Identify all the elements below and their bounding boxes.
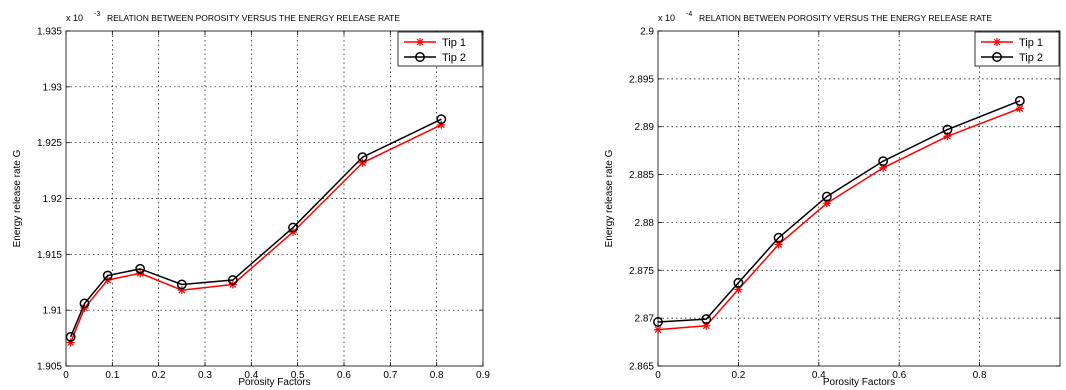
legend-box: [974, 31, 1060, 67]
data-point-circle: [288, 222, 298, 233]
data-point-circle: [357, 152, 368, 163]
legend-label: Tip 2: [1019, 52, 1043, 64]
x-axis-label: Porosity Factors: [823, 377, 895, 388]
x-tick-label: 0.5: [291, 370, 305, 381]
x-tick-label: 0: [63, 370, 69, 381]
chart-2: 0 0.2 0.4 0.6 0.8 2.865 2.87 2.875 2.88 2.885 2.89…: [604, 11, 1061, 388]
x-tick-label: 0.8: [973, 370, 987, 381]
x-tick-label: 0.2: [731, 370, 745, 381]
data-point-asterisk: [654, 325, 662, 334]
series-line-tip-1: [657, 107, 1021, 331]
y-tick-label: 1.93: [43, 82, 63, 93]
legend: Tip 1 Tip 2: [397, 31, 483, 67]
legend-marker-circle: [415, 52, 425, 62]
x-tick-label: 0.4: [244, 370, 258, 381]
x-tick-label: 0.3: [198, 370, 212, 381]
y-tick-label: 2.88: [635, 218, 655, 229]
data-point-asterisk: [358, 158, 367, 167]
y-tick-label: 2.89: [635, 122, 655, 133]
series-line-tip-2: [657, 100, 1021, 323]
data-point-asterisk: [1015, 104, 1024, 113]
data-point-circle: [878, 156, 889, 167]
data-point-asterisk: [437, 120, 446, 129]
legend-marker-circle: [992, 52, 1002, 62]
chart-title: RELATION BETWEEN POROSITY VERSUS THE ENE…: [699, 13, 992, 23]
y-exponent-label: x 10: [658, 13, 675, 23]
legend-marker-asterisk: [416, 38, 424, 46]
data-point-circle: [227, 275, 238, 285]
y-tick-label: 1.905: [37, 362, 62, 373]
x-tick-label: 0.2: [152, 370, 166, 381]
data-point-asterisk: [702, 321, 711, 330]
legend-marker-asterisk: [993, 38, 1001, 46]
y-tick-label: 2.87: [635, 314, 655, 325]
data-point-circle: [942, 124, 953, 135]
chart-title: RELATION BETWEEN POROSITY VERSUS THE ENE…: [107, 13, 400, 23]
data-point-circle: [733, 277, 744, 288]
x-tick-label: 0.9: [476, 370, 490, 381]
data-point-circle: [65, 332, 76, 342]
y-tick-label: 2.875: [629, 266, 654, 277]
y-exponent: -3: [94, 11, 100, 18]
y-axis-label: Energy release rate G: [604, 149, 615, 247]
legend: Tip 1 Tip 2: [974, 31, 1060, 67]
data-point-circle: [436, 114, 447, 125]
data-point-circle: [773, 232, 784, 243]
x-tick-label: 0: [655, 370, 661, 381]
data-point-circle: [102, 270, 113, 281]
data-point-circle: [701, 314, 712, 325]
data-point-circle: [1014, 95, 1025, 106]
data-point-circle: [821, 191, 832, 202]
y-exponent: -4: [686, 11, 692, 18]
y-tick-label: 1.91: [43, 306, 63, 317]
plot-area: [658, 31, 1060, 366]
data-point-asterisk: [66, 338, 75, 347]
series-line-tip-2: [69, 118, 442, 338]
legend-label: Tip 1: [1019, 37, 1043, 49]
x-tick-label: 0.8: [430, 370, 444, 381]
x-tick-label: 0.1: [105, 370, 119, 381]
data-point-asterisk: [943, 132, 952, 141]
data-point-circle: [79, 298, 90, 309]
legend-box: [397, 31, 483, 67]
y-axis-label: Energy release rate G: [12, 149, 23, 247]
y-tick-label: 2.865: [629, 362, 654, 373]
data-point-circle: [176, 279, 187, 290]
axes-box: [657, 30, 1061, 367]
legend-label: Tip 1: [442, 37, 466, 49]
data-point-asterisk: [879, 163, 888, 172]
y-tick-label: 2.895: [629, 74, 654, 85]
y-tick-label: 1.935: [37, 27, 62, 38]
data-point-circle: [135, 263, 146, 274]
x-tick-label: 0.6: [892, 370, 906, 381]
y-tick-label: 1.925: [37, 138, 62, 149]
data-point-asterisk: [734, 285, 743, 294]
data-point-asterisk: [774, 240, 783, 249]
y-tick-label: 2.9: [640, 27, 654, 38]
y-tick-label: 2.885: [629, 170, 654, 181]
data-point-asterisk: [822, 199, 831, 208]
chart-1: 0 0.1 0.2 0.3 0.4 0.5 0.6 0.7 0.8 0.9 1.905 1.91 1.9…: [12, 11, 490, 388]
y-tick-label: 1.915: [37, 250, 62, 261]
x-axis-label: Porosity Factors: [238, 377, 310, 388]
legend-label: Tip 2: [442, 52, 466, 64]
data-point-circle: [653, 317, 663, 327]
y-exponent-label: x 10: [66, 13, 83, 23]
x-tick-label: 0.7: [383, 370, 397, 381]
y-tick-label: 1.92: [43, 194, 63, 205]
x-tick-label: 0.4: [812, 370, 826, 381]
data-point-asterisk: [177, 286, 186, 295]
x-tick-label: 0.6: [337, 370, 351, 381]
